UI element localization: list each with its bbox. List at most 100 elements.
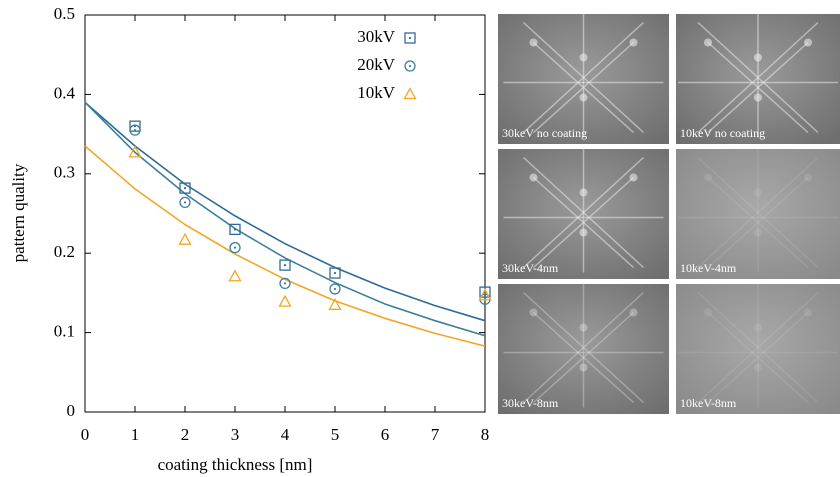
band-line [697, 156, 819, 269]
band-line [707, 311, 809, 404]
panel-caption: 30keV-8nm [502, 396, 559, 410]
pole [629, 38, 638, 47]
pole [704, 308, 712, 317]
pole [579, 363, 588, 372]
legend-label: 20kV [357, 55, 396, 74]
marker-shape [404, 60, 416, 72]
pole [804, 173, 812, 182]
pole [629, 173, 638, 182]
pole [529, 38, 538, 47]
pattern-image [676, 149, 840, 279]
y-tick-label: 0.5 [54, 4, 75, 23]
marker-dot [333, 271, 337, 275]
pattern-image [498, 284, 669, 414]
pole [579, 323, 588, 332]
y-tick-label: 0.4 [54, 83, 76, 102]
data-point [178, 232, 192, 245]
band-line [532, 311, 635, 404]
marker-shape [404, 32, 416, 44]
x-axis-label: coating thickness [nm] [158, 455, 313, 474]
panels: 30keV no coating 10keV no coating 30keV-4n… [498, 12, 840, 414]
marker-shape [128, 145, 142, 158]
data-point [278, 294, 292, 307]
marker-shape [328, 297, 342, 310]
data-point [229, 223, 241, 236]
pole [754, 363, 762, 372]
pole [804, 38, 812, 47]
marker-dot [333, 287, 337, 291]
marker-shape [279, 277, 291, 290]
x-tick-label: 7 [431, 425, 440, 444]
fit-curve [84, 101, 486, 337]
panel-caption: 10keV-8nm [680, 396, 737, 410]
pole [704, 38, 712, 47]
pole [629, 308, 638, 317]
marker-shape [278, 294, 292, 307]
y-axis-label: pattern quality [9, 163, 28, 262]
marker-shape [329, 267, 341, 279]
band-line [522, 291, 645, 404]
data-point [228, 269, 242, 282]
marker-shape [179, 196, 191, 209]
marker-shape [228, 269, 242, 282]
x-tick-label: 2 [181, 425, 190, 444]
marker-dot [183, 201, 187, 204]
y-tick-label: 0.2 [54, 242, 75, 261]
pole [754, 93, 762, 102]
y-tick-label: 0 [67, 401, 76, 420]
marker-dot [233, 228, 237, 231]
x-tick-label: 1 [131, 425, 140, 444]
legend-label: 10kV [357, 83, 396, 102]
data-point [279, 259, 291, 271]
fit-curve [84, 145, 486, 347]
plot-frame [84, 14, 486, 413]
panel-caption: 10keV no coating [680, 126, 765, 140]
legend-marker [404, 60, 416, 72]
marker-shape [229, 241, 241, 254]
x-tick-label: 8 [481, 425, 490, 444]
band-line [522, 291, 645, 404]
x-tick-label: 6 [381, 425, 390, 444]
data-point [129, 124, 141, 136]
pole [579, 53, 588, 62]
data-point [128, 145, 142, 158]
marker-dot [233, 246, 237, 249]
legend-marker [404, 32, 416, 44]
fit-curve [84, 101, 486, 322]
marker-dot [133, 129, 137, 132]
marker-dot [183, 186, 187, 190]
marker-shape [129, 124, 141, 136]
band-line [532, 311, 635, 404]
pole [804, 308, 812, 317]
pole [579, 228, 588, 237]
x-tick-label: 4 [281, 425, 290, 444]
pole [704, 173, 712, 182]
band-line [707, 176, 809, 269]
y-tick-label: 0.1 [54, 322, 75, 341]
marker-shape [478, 288, 492, 301]
pole [754, 323, 762, 332]
data-point [229, 241, 241, 254]
marker-shape [179, 182, 191, 194]
marker-shape [479, 286, 491, 298]
x-tick-label: 5 [331, 425, 340, 444]
legend-label: 30kV [357, 27, 396, 46]
band-line [697, 291, 819, 404]
data-point [179, 182, 191, 194]
x-tick-label: 3 [231, 425, 240, 444]
pole [579, 188, 588, 197]
marker-shape [229, 223, 241, 236]
marker-shape [329, 283, 341, 295]
marker-dot [283, 264, 287, 267]
panel-caption: 30keV no coating [502, 126, 587, 140]
band-line [532, 41, 635, 134]
band-line [532, 176, 635, 269]
data-point [478, 288, 492, 301]
pole [529, 308, 538, 317]
pole [529, 173, 538, 182]
band-line [707, 176, 809, 269]
data-point [179, 196, 191, 209]
marker-dot [408, 36, 412, 40]
